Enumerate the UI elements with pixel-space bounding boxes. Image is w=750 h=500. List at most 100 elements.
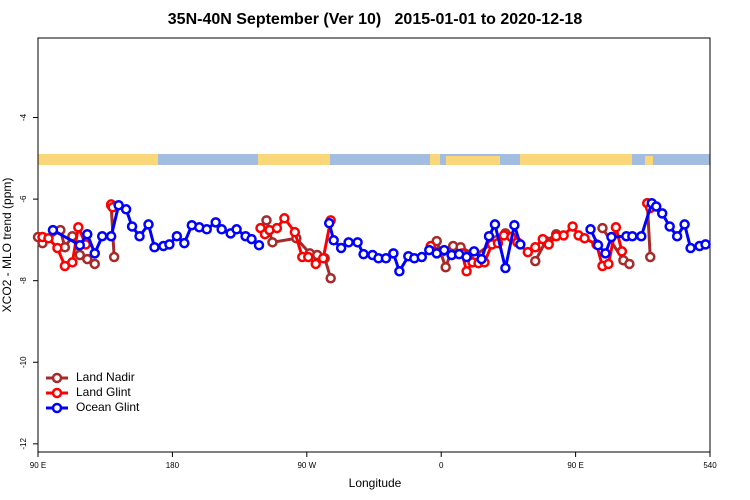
point <box>664 221 675 232</box>
point <box>261 215 272 226</box>
point <box>108 251 120 263</box>
point <box>380 253 392 264</box>
point <box>73 222 84 233</box>
point <box>143 219 154 230</box>
point <box>671 230 683 242</box>
point <box>74 249 86 261</box>
point <box>113 199 124 211</box>
point <box>289 226 301 238</box>
legend-label: Land Glint <box>76 385 131 399</box>
x-tick-label: 180 <box>166 461 180 470</box>
point <box>700 239 711 250</box>
point <box>267 237 278 248</box>
point <box>325 272 336 284</box>
point <box>89 248 100 259</box>
point <box>352 237 363 248</box>
point <box>96 230 108 242</box>
point <box>271 222 283 234</box>
point <box>210 217 221 228</box>
point <box>461 251 472 263</box>
point <box>246 233 257 245</box>
point <box>610 222 622 233</box>
legend-marker <box>51 372 63 384</box>
point <box>394 266 405 277</box>
point <box>438 244 450 256</box>
point <box>543 239 554 250</box>
point <box>600 248 611 259</box>
point <box>416 251 428 263</box>
x-tick-label: 540 <box>703 461 717 470</box>
point <box>558 230 569 241</box>
point <box>440 261 451 273</box>
x-tick-label: 0 <box>439 461 444 470</box>
point <box>323 217 335 229</box>
point <box>627 230 638 242</box>
land-ocean-strip <box>38 154 710 165</box>
chart-title: 35N-40N September (Ver 10) 2015-01-01 to… <box>168 11 583 28</box>
y-tick-label: -6 <box>19 195 28 203</box>
point <box>43 233 54 244</box>
point <box>52 242 63 254</box>
point <box>89 258 100 270</box>
point <box>82 253 93 265</box>
point <box>67 257 78 268</box>
point <box>310 258 322 270</box>
point <box>105 230 117 242</box>
point <box>253 239 265 251</box>
point <box>120 204 132 215</box>
point <box>328 235 339 246</box>
point <box>585 224 596 235</box>
point <box>530 255 541 267</box>
y-tick-label: -4 <box>19 113 28 121</box>
point <box>358 248 369 260</box>
legend-marker <box>51 402 63 414</box>
point <box>476 253 487 265</box>
point <box>164 239 175 250</box>
point <box>388 248 399 259</box>
point <box>522 246 534 258</box>
y-tick-label: -12 <box>19 438 28 450</box>
point <box>82 228 93 240</box>
point <box>279 213 290 224</box>
point <box>303 251 314 263</box>
point <box>500 262 511 274</box>
point <box>179 237 190 249</box>
y-tick-label: -10 <box>19 356 28 368</box>
point <box>603 258 614 270</box>
point <box>645 251 656 263</box>
point <box>47 224 59 236</box>
point <box>483 230 495 242</box>
point <box>343 237 354 248</box>
legend-label: Ocean Glint <box>76 400 140 414</box>
point <box>134 230 145 242</box>
point <box>636 230 647 242</box>
point <box>515 239 526 250</box>
point <box>216 224 227 235</box>
x-tick-label: 90 W <box>297 461 316 470</box>
point <box>509 219 520 231</box>
y-tick-label: -8 <box>19 277 28 285</box>
x-tick-label: 90 E <box>30 461 46 470</box>
point <box>317 253 329 264</box>
point <box>530 241 541 253</box>
point <box>461 266 472 277</box>
point <box>149 241 160 253</box>
point <box>592 239 604 251</box>
point <box>171 230 183 242</box>
point <box>231 224 242 235</box>
point <box>679 219 690 230</box>
point <box>201 224 212 235</box>
point <box>656 208 668 219</box>
point <box>579 233 590 244</box>
legend-label: Land Nadir <box>76 370 135 384</box>
point <box>606 231 617 243</box>
x-axis-label: Longitude <box>349 476 402 490</box>
point <box>650 201 662 212</box>
point <box>335 242 347 254</box>
point <box>126 221 138 232</box>
point <box>567 221 578 232</box>
point <box>597 222 608 234</box>
x-tick-label: 90 E <box>567 461 583 470</box>
legend-marker <box>51 387 63 399</box>
